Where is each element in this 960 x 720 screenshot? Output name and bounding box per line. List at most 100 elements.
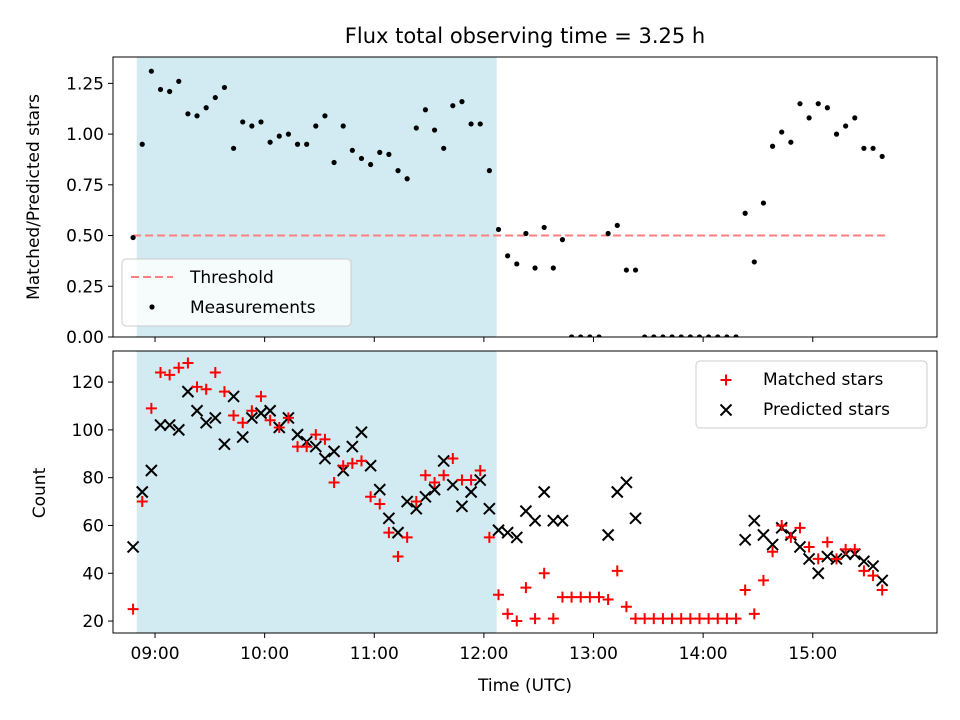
matched-star-marker (520, 582, 532, 594)
predicted-star-marker (483, 502, 496, 515)
predicted-star-marker (748, 514, 761, 527)
x-tick-label: 12:00 (459, 644, 508, 664)
measurement-point (276, 133, 282, 139)
y-tick-label: 100 (72, 421, 104, 441)
matched-star-marker (858, 565, 870, 577)
measurement-point (304, 141, 310, 147)
matched-star-marker (502, 608, 514, 620)
matched-star-marker (821, 536, 833, 548)
matched-star-marker (310, 429, 322, 441)
legend-matched-swatch (720, 374, 732, 386)
matched-star-marker (355, 455, 367, 467)
measurement-point (596, 334, 602, 337)
predicted-star-marker (510, 531, 523, 544)
legend-matched-label: Matched stars (763, 370, 883, 390)
plot-marks (130, 68, 886, 337)
measurement-point (733, 334, 739, 337)
measurement-point (788, 139, 794, 145)
measurement-point (148, 68, 154, 74)
bottom-y-axis-label: Count (30, 467, 50, 518)
predicted-star-marker (455, 500, 469, 513)
predicted-star-marker (263, 404, 277, 417)
predicted-star-marker (318, 452, 332, 465)
matched-star-marker (876, 584, 888, 596)
predicted-star-marker (519, 504, 533, 518)
matched-star-marker (767, 546, 779, 558)
predicted-star-marker (218, 437, 231, 451)
matched-star-marker (831, 553, 843, 565)
measurement-point (450, 103, 456, 109)
top-y-axis-label: Matched/Predicted stars (24, 94, 44, 300)
plot-marks (126, 357, 889, 627)
predicted-star-marker (547, 514, 560, 527)
predicted-star-marker (145, 464, 158, 477)
measurement-point (797, 101, 803, 107)
measurement-point (486, 168, 492, 174)
matched-star-marker (273, 421, 285, 433)
legend-predicted-swatch (719, 403, 733, 417)
measurement-point (267, 139, 273, 145)
matched-star-marker (447, 453, 459, 465)
measurement-point (706, 334, 712, 337)
predicted-star-marker (400, 495, 414, 508)
y-tick-label: 0.75 (66, 176, 104, 196)
matched-star-marker (337, 460, 349, 472)
matched-star-marker (511, 615, 523, 627)
matched-star-marker (365, 491, 377, 503)
measurement-point (240, 119, 246, 125)
measurement-point (669, 334, 675, 337)
matched-star-marker (383, 527, 395, 539)
predicted-star-marker (875, 574, 889, 587)
measurement-point (294, 141, 301, 147)
predicted-star-marker (620, 476, 633, 489)
matched-star-marker (785, 531, 797, 543)
y-tick-label: 120 (72, 373, 104, 393)
legend-predicted-label: Predicted stars (763, 400, 890, 420)
matched-star-marker (867, 570, 879, 582)
measurement-point (879, 153, 885, 160)
measurement-point (824, 105, 830, 111)
measurement-point (751, 259, 757, 265)
matched-star-marker (483, 531, 495, 543)
matched-star-marker (757, 574, 769, 586)
measurement-point (230, 145, 237, 151)
predicted-star-marker (364, 459, 377, 472)
predicted-star-marker (474, 473, 487, 487)
matched-star-marker (401, 531, 413, 543)
measurement-point (760, 200, 767, 206)
matched-star-marker (301, 441, 313, 453)
measurement-point (779, 129, 785, 135)
measurement-point (477, 121, 483, 127)
matched-star-marker (346, 457, 358, 469)
measurement-point (687, 334, 693, 337)
measurement-point (806, 115, 812, 121)
measurement-point (358, 155, 365, 162)
measurement-point (696, 334, 703, 337)
predicted-star-marker (738, 533, 752, 547)
matched-star-marker (776, 519, 788, 531)
predicted-star-marker (866, 559, 880, 573)
x-axis-label: Time (UTC) (477, 676, 572, 696)
predicted-star-marker (382, 512, 396, 525)
matched-star-marker (182, 357, 194, 369)
y-tick-label: 0.50 (66, 227, 104, 247)
measurement-point (340, 123, 346, 129)
measurement-point (852, 115, 858, 121)
matched-star-marker (438, 469, 450, 481)
predicted-star-marker (291, 428, 304, 441)
y-tick-label: 0.25 (66, 277, 104, 297)
measurement-point (614, 222, 620, 229)
matched-star-marker (739, 584, 751, 596)
measurement-point (285, 131, 291, 137)
matched-star-marker (164, 369, 176, 381)
predicted-star-marker (254, 406, 268, 420)
measurement-point (368, 161, 374, 168)
measurement-point (550, 265, 556, 271)
axes-frame (112, 56, 938, 338)
predicted-star-marker (227, 390, 240, 403)
predicted-star-marker (464, 485, 478, 499)
predicted-star-marker (629, 512, 642, 525)
measurement-point (632, 267, 639, 273)
predicted-star-marker (136, 485, 149, 499)
x-tick-label: 11:00 (350, 644, 399, 664)
